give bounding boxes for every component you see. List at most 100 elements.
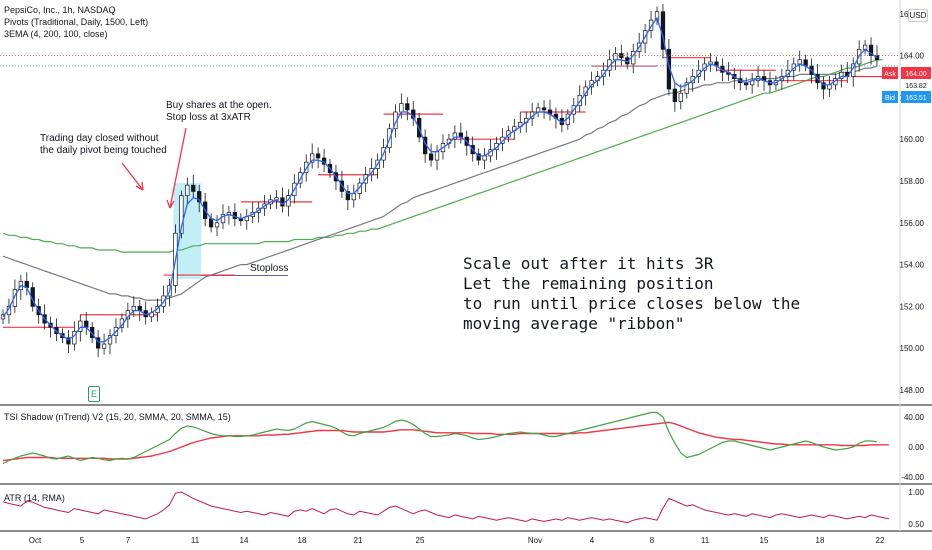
candle-body [541,107,547,111]
atr-line [2,491,890,524]
candle-body [214,222,220,228]
tsi-tick-label: 0.00 [908,443,924,452]
legend: PepsiCo, Inc., 1h, NASDAQ Pivots (Tradit… [4,4,148,40]
candle-body [12,289,18,307]
candle-body [208,218,214,228]
plan-line: Let the remaining position [463,274,714,293]
time-tick-label: 8 [650,536,655,545]
arrow-buy-head [166,199,175,209]
atr-pane-title[interactable]: ATR (14, RMA) [4,493,65,503]
atr-tick-label: 1.00 [908,488,924,497]
atr-tick-label: 0.50 [908,520,924,529]
annotation-line: the daily pivot being touched [40,145,167,156]
candle-body [179,195,184,234]
candle-body [672,88,678,102]
time-tick-label: 18 [816,536,825,545]
ask-label-bg [882,67,898,79]
bid-price-tag-bg [901,91,931,103]
price-tick-label: 156.00 [900,219,925,228]
candle-body [345,191,350,201]
arrow-no-pivot [121,162,144,191]
annotation-buy: Buy shares at the open. Stop loss at 3xA… [166,100,272,124]
arrow-buy [169,127,187,209]
time-tick-label: Oct [29,536,42,545]
candle-body [428,153,434,161]
tsi-tick-label: 40.00 [904,413,925,422]
bid-label: Bid [885,95,895,102]
pivots-legend[interactable]: Pivots (Traditional, Daily, 1500, Left) [4,17,149,27]
annotation-line: Buy shares at the open. [166,100,272,111]
candle-body [95,337,101,349]
candle-body [839,71,844,79]
ema-200-line [2,59,883,253]
ema-100-line [2,65,878,301]
candle-body [351,193,356,201]
stoploss-label: Stoploss [250,263,289,274]
candle-body [310,153,315,163]
price-tick-label: 148.00 [900,386,925,395]
bid-price-tag: 163.51 [905,95,927,102]
tsi-pane-title[interactable]: TSI Shadow (nTrend) V2 (15, 20, SMMA, 20… [4,412,231,422]
trade-plan-note: Scale out after it hits 3R Let the remai… [463,254,800,334]
ask-price-tag: 164.00 [905,71,927,78]
candle-body [191,184,196,192]
price-tick-label: 154.00 [900,261,925,270]
candle-body [220,214,226,224]
candle-body [197,191,202,203]
price-tick-label: 164.00 [900,52,925,61]
tsi-line [2,411,878,465]
time-tick-label: 5 [80,536,85,545]
candle-body [613,53,618,61]
currency-badge: USD [908,9,928,22]
candle-body [476,153,481,161]
candle-body [399,103,404,113]
candle-body [101,343,107,349]
plan-line: moving average "ribbon" [463,314,685,333]
time-tick-label: 22 [876,536,885,545]
price-tick-label: 150.00 [900,344,925,353]
ask-price-tag-bg [901,67,931,79]
price-tick-label: 158.00 [900,177,925,186]
symbol-title[interactable]: PepsiCo, Inc., 1h, NASDAQ [4,5,116,15]
candle-body [66,337,71,345]
ema-legend[interactable]: 3EMA (4, 200, 100, close) [4,29,108,39]
time-tick-label: 15 [760,536,769,545]
time-tick-label: 25 [416,536,425,545]
arrow-no-pivot-head [135,181,144,191]
candle-body [684,82,689,94]
candle-body [666,48,672,90]
candle-body [72,331,77,345]
candle-body [280,197,285,207]
time-tick-label: 11 [701,536,710,545]
annotation-line: Trading day closed without [40,133,159,144]
time-tick-label: 4 [590,536,595,545]
candle-body [821,82,826,90]
candle-body [185,184,190,196]
plan-line: Scale out after it hits 3R [463,254,714,273]
plan-line: to run until price closes below the [463,294,801,313]
last-price-tag: 163.82 [905,83,927,90]
candle-body [868,44,874,56]
earnings-marker[interactable]: E [88,386,100,402]
candle-body [678,92,683,102]
candle-body [84,320,89,328]
time-tick-label: 18 [298,536,307,545]
price-tick-label: 152.00 [900,302,925,311]
annotation-no-pivot: Trading day closed without the daily piv… [40,133,167,157]
time-tick-label: 14 [240,536,249,545]
ask-label: Ask [884,71,896,78]
time-tick-label: Nov [528,536,542,545]
tsi-signal-line [2,421,889,462]
candle-body [434,151,440,161]
annotation-line: Stop loss at 3xATR [166,112,251,123]
candle-body [315,153,321,159]
ema-4-line [2,16,878,343]
time-tick-label: 11 [191,536,200,545]
candle-body [411,109,416,119]
candle-body [107,335,113,345]
price-tick-label: 160.00 [900,135,925,144]
time-tick-label: 21 [354,536,363,545]
tsi-tick-label: -40.00 [901,473,924,482]
bid-label-bg [882,91,898,103]
